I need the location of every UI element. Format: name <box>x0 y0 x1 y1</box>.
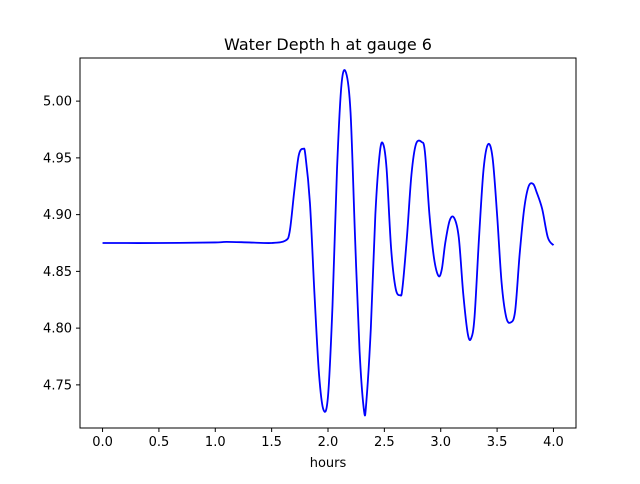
x-axis-label: hours <box>310 456 347 471</box>
series-line-0 <box>102 69 555 417</box>
x-tick-label: 2.0 <box>318 435 339 450</box>
x-tick-label: 4.0 <box>543 435 564 450</box>
x-axis: 0.0 0.5 1.0 1.5 2.0 2.5 3.0 3.5 4.0 <box>92 428 564 450</box>
y-tick-label: 4.90 <box>43 208 72 223</box>
x-tick-label: 3.5 <box>487 435 508 450</box>
x-tick-label: 1.5 <box>261 435 282 450</box>
x-tick-label: 0.5 <box>149 435 170 450</box>
y-tick-label: 4.75 <box>43 378 72 393</box>
plot-area <box>102 69 555 417</box>
y-tick-label: 5.00 <box>43 95 72 110</box>
chart-title: Water Depth h at gauge 6 <box>224 35 432 54</box>
y-axis: 4.75 4.80 4.85 4.90 4.95 5.00 <box>43 95 80 393</box>
y-tick-label: 4.85 <box>43 265 72 280</box>
y-tick-label: 4.95 <box>43 151 72 166</box>
x-tick-label: 2.5 <box>374 435 395 450</box>
x-tick-label: 3.0 <box>430 435 451 450</box>
y-tick-label: 4.80 <box>43 322 72 337</box>
x-tick-label: 1.0 <box>205 435 226 450</box>
x-tick-label: 0.0 <box>92 435 113 450</box>
